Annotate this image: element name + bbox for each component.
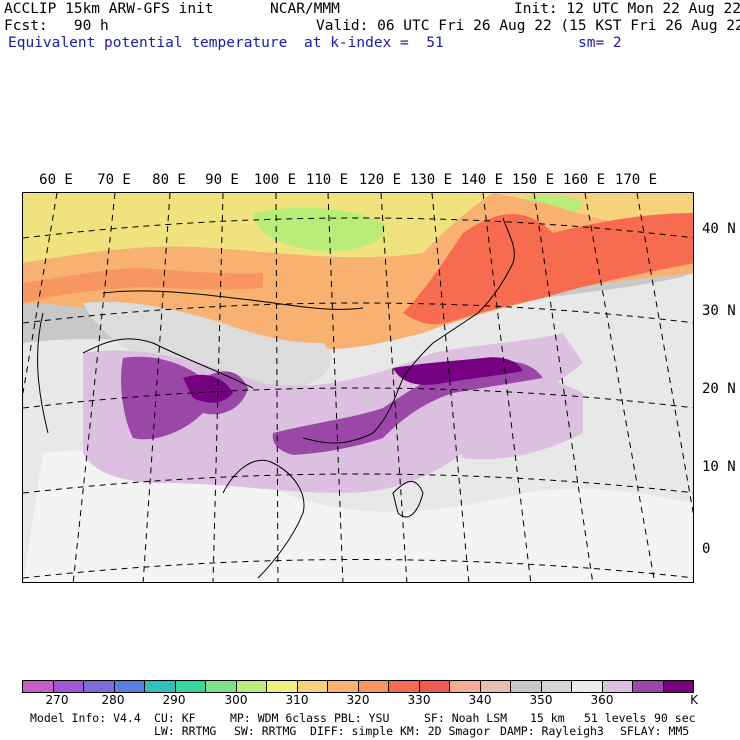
colorbar-tick: 270 <box>45 693 69 707</box>
init-time: Init: 12 UTC Mon 22 Aug 22 <box>514 1 740 17</box>
colorbar-tick: 300 <box>224 693 248 707</box>
field-name: Equivalent potential temperature <box>8 35 288 51</box>
colorbar-tick: 310 <box>285 693 309 707</box>
smoothing-label: sm= 2 <box>578 35 622 51</box>
lon-label: 90 E <box>205 172 239 188</box>
footer-cu: CU: KF <box>154 711 196 725</box>
colorbar-tick: 360 <box>590 693 614 707</box>
institution-label: NCAR/MMM <box>270 1 340 17</box>
footer-model-info: Model Info: V4.4 <box>30 711 141 725</box>
footer-sf: SF: Noah LSM <box>424 711 508 725</box>
colorbar-swatch <box>450 681 481 692</box>
colorbar <box>22 680 694 693</box>
lat-label: 40 N <box>702 221 736 237</box>
colorbar-swatch <box>175 681 206 692</box>
lon-label: 160 E <box>562 172 606 188</box>
lon-label: 80 E <box>152 172 186 188</box>
lon-label: 150 E <box>511 172 555 188</box>
colorbar-swatch <box>541 681 572 692</box>
colorbar-swatch <box>389 681 420 692</box>
footer-resolution: 15 km <box>530 711 565 725</box>
colorbar-tick: 340 <box>468 693 492 707</box>
lon-label: 120 E <box>358 172 402 188</box>
colorbar-swatch <box>602 681 633 692</box>
colorbar-swatch <box>53 681 84 692</box>
footer-pbl: PBL: YSU <box>334 711 390 725</box>
colorbar-swatch <box>114 681 145 692</box>
colorbar-tick: 320 <box>346 693 370 707</box>
colorbar-swatch <box>511 681 542 692</box>
colorbar-swatch <box>572 681 603 692</box>
map-panel <box>22 192 694 583</box>
colorbar-swatch <box>23 681 54 692</box>
footer-timestep: 90 sec <box>654 711 696 725</box>
lon-label: 100 E <box>253 172 297 188</box>
lon-label: 130 E <box>409 172 453 188</box>
forecast-hour: Fcst: 90 h <box>4 18 109 34</box>
colorbar-tick: 350 <box>529 693 553 707</box>
valid-time: Valid: 06 UTC Fri 26 Aug 22 (15 KST Fri … <box>316 18 740 34</box>
lon-label: 70 E <box>97 172 131 188</box>
colorbar-swatch <box>663 681 693 692</box>
colorbar-swatch <box>358 681 389 692</box>
lat-label: 20 N <box>702 381 736 397</box>
map-canvas <box>23 193 693 582</box>
colorbar-swatch <box>267 681 298 692</box>
colorbar-tick: 280 <box>101 693 125 707</box>
colorbar-swatch <box>84 681 115 692</box>
lon-label: 170 E <box>614 172 658 188</box>
lat-label: 10 N <box>702 459 736 475</box>
colorbar-swatch <box>206 681 237 692</box>
footer-lw: LW: RRTMG <box>154 724 217 738</box>
footer-sw: SW: RRTMG <box>234 724 297 738</box>
colorbar-unit: K <box>690 693 698 707</box>
lon-label: 110 E <box>305 172 349 188</box>
colorbar-swatch <box>328 681 359 692</box>
colorbar-swatch <box>236 681 267 692</box>
footer-km: KM: 2D Smagor <box>400 724 491 738</box>
lon-label: 140 E <box>460 172 504 188</box>
lat-label: 0 <box>702 541 711 557</box>
footer-mp: MP: WDM 6class <box>230 711 327 725</box>
footer-damp: DAMP: Rayleigh3 <box>500 724 604 738</box>
footer-levels: 51 levels <box>584 711 647 725</box>
footer-sflay: SFLAY: MM5 <box>620 724 690 738</box>
lat-label: 30 N <box>702 303 736 319</box>
level-index: at k-index = 51 <box>304 35 444 51</box>
footer-diff: DIFF: simple <box>310 724 394 738</box>
colorbar-tick: 330 <box>407 693 431 707</box>
colorbar-swatch <box>297 681 328 692</box>
colorbar-swatch <box>145 681 176 692</box>
colorbar-swatch <box>419 681 450 692</box>
colorbar-tick: 290 <box>162 693 186 707</box>
lon-label: 60 E <box>39 172 73 188</box>
colorbar-swatch <box>480 681 511 692</box>
colorbar-swatch <box>633 681 664 692</box>
model-title: ACCLIP 15km ARW-GFS init <box>4 1 214 17</box>
